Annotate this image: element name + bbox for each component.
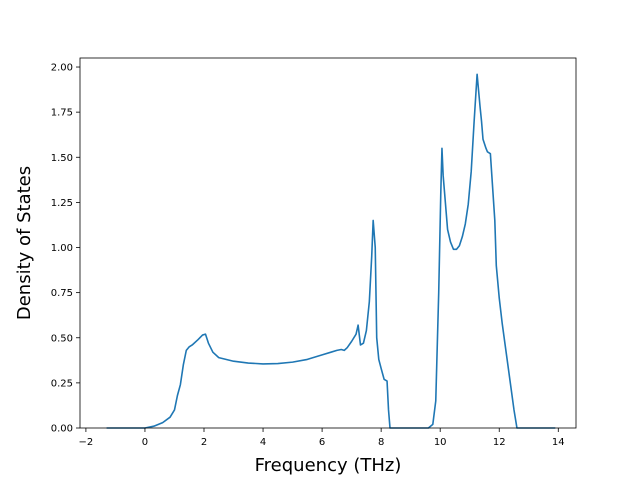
plot-area: [106, 73, 556, 429]
y-tick-label: 0.50: [51, 333, 73, 344]
x-tick-label: 4: [260, 437, 266, 448]
y-tick-label: 0.75: [51, 288, 73, 299]
y-tick-label: 0.00: [51, 424, 73, 435]
y-tick-label: 1.00: [51, 243, 73, 254]
y-axis-ticks: 0.00 0.25 0.50 0.75 1.00 1.25 1.50 1.75 2.00: [51, 63, 80, 435]
dos-series-line: [106, 73, 556, 429]
y-tick-label: 1.25: [51, 198, 73, 209]
x-tick-label: 6: [319, 437, 325, 448]
x-axis-label: Frequency (THz): [255, 455, 402, 476]
x-tick-label: −2: [79, 437, 94, 448]
y-axis-label: Density of States: [14, 166, 35, 320]
y-tick-label: 0.25: [51, 378, 73, 389]
y-tick-label: 1.50: [51, 153, 73, 164]
x-tick-label: 14: [552, 437, 565, 448]
y-tick-label: 2.00: [51, 63, 73, 74]
x-axis-ticks: −2 0 2 4 6 8 10 12 14: [79, 428, 565, 448]
y-tick-label: 1.75: [51, 108, 73, 119]
x-tick-label: 10: [434, 437, 447, 448]
x-tick-label: 12: [493, 437, 506, 448]
x-tick-label: 2: [201, 437, 207, 448]
axes-frame: [79, 57, 577, 429]
x-tick-label: 0: [142, 437, 148, 448]
x-tick-label: 8: [378, 437, 384, 448]
